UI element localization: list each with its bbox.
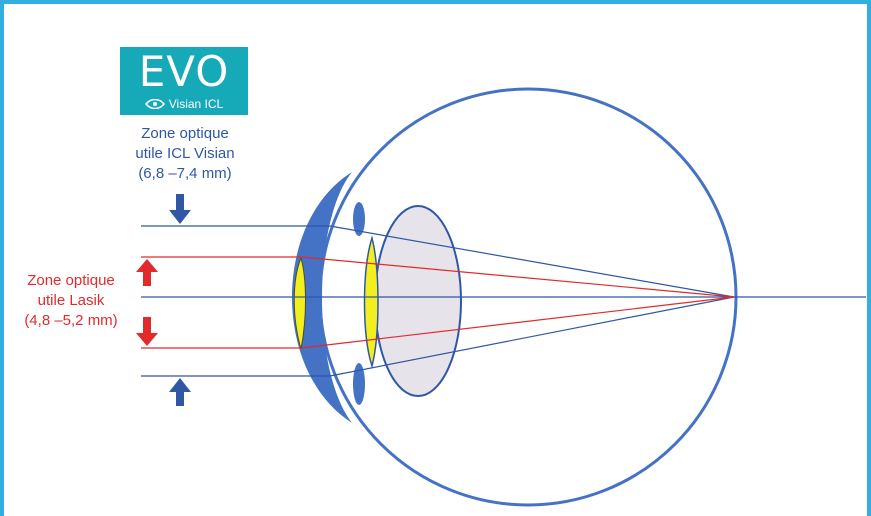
- icl-ray-lower: [329, 296, 735, 377]
- lasik-corneal-zone: [293, 256, 306, 350]
- eye-icon: [144, 99, 165, 109]
- logo-subline: Visian ICL: [120, 95, 248, 113]
- icl-label-line-3: (6,8 –7,4 mm): [138, 165, 232, 182]
- logo-product: Visian ICL: [168, 97, 224, 111]
- lasik-label-line-1: Zone optique: [27, 272, 115, 289]
- evo-visian-icl-logo: EVO Visian ICL: [120, 47, 248, 115]
- icl-ray-upper: [329, 225, 735, 298]
- icl-arrow-up-icon: [169, 378, 191, 406]
- lasik-label-line-2: utile Lasik: [37, 292, 105, 309]
- icl-arrow-down-icon: [169, 194, 191, 224]
- iris-lower: [353, 363, 365, 405]
- lasik-zone-label: Zone optique utile Lasik (4,8 –5,2 mm): [2, 271, 140, 331]
- lasik-ray-lower: [300, 296, 735, 349]
- icl-zone-label: Zone optique utile ICL Visian (6,8 –7,4 …: [110, 124, 260, 184]
- icl-implant: [363, 235, 379, 369]
- logo-brand: EVO: [138, 47, 230, 96]
- icl-label-line-2: utile ICL Visian: [135, 145, 235, 162]
- lasik-ray-upper: [300, 256, 735, 298]
- crystalline-lens: [374, 205, 462, 397]
- iris-upper: [353, 202, 365, 236]
- lasik-arrow-up-icon: [136, 259, 158, 286]
- icl-label-line-1: Zone optique: [141, 125, 229, 142]
- lasik-arrow-down-icon: [136, 317, 158, 346]
- lasik-label-line-3: (4,8 –5,2 mm): [24, 312, 118, 329]
